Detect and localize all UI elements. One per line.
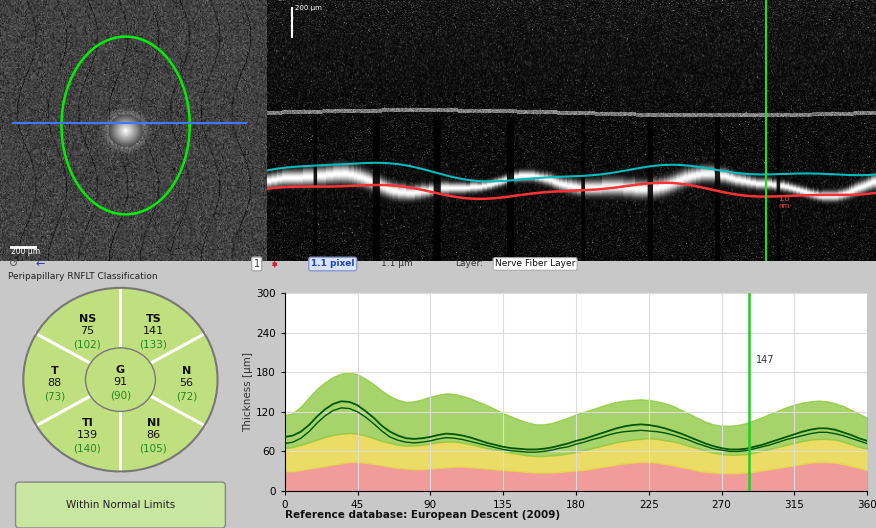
Text: Nerve Fiber Layer: Nerve Fiber Layer bbox=[495, 259, 576, 269]
Text: N: N bbox=[182, 366, 191, 376]
Text: ▲: ▲ bbox=[272, 260, 277, 266]
Text: (133): (133) bbox=[139, 340, 167, 350]
Text: 147: 147 bbox=[756, 355, 774, 365]
Text: T: T bbox=[51, 366, 59, 376]
Text: (140): (140) bbox=[74, 444, 102, 454]
Text: ▼: ▼ bbox=[272, 262, 277, 268]
Text: (105): (105) bbox=[139, 444, 167, 454]
Ellipse shape bbox=[86, 348, 155, 411]
Text: 86: 86 bbox=[146, 430, 160, 440]
Text: 139: 139 bbox=[77, 430, 98, 440]
Text: ↺: ↺ bbox=[9, 259, 18, 269]
Text: Within Normal Limits: Within Normal Limits bbox=[66, 499, 175, 510]
Text: TS: TS bbox=[145, 314, 161, 324]
Text: Layer:: Layer: bbox=[456, 259, 484, 269]
Text: (90): (90) bbox=[110, 390, 131, 400]
Text: 56: 56 bbox=[180, 378, 194, 388]
X-axis label: Position [°]: Position [°] bbox=[548, 527, 604, 528]
Text: 91: 91 bbox=[113, 377, 128, 387]
Text: Peripapillary RNFLT Classification: Peripapillary RNFLT Classification bbox=[8, 272, 158, 281]
Text: 200 μm: 200 μm bbox=[11, 247, 39, 256]
Text: 1.1 μm: 1.1 μm bbox=[381, 259, 413, 269]
Text: Reference database: European Descent (2009): Reference database: European Descent (20… bbox=[285, 510, 560, 520]
Text: 1.0
nm: 1.0 nm bbox=[779, 196, 790, 209]
Text: ←: ← bbox=[35, 259, 45, 269]
Text: TI: TI bbox=[81, 418, 94, 428]
Text: (73): (73) bbox=[44, 392, 65, 402]
FancyBboxPatch shape bbox=[16, 482, 225, 528]
Text: 75: 75 bbox=[81, 326, 95, 336]
Text: 88: 88 bbox=[47, 378, 61, 388]
Text: 141: 141 bbox=[143, 326, 164, 336]
Text: (72): (72) bbox=[176, 392, 197, 402]
Ellipse shape bbox=[24, 288, 217, 472]
Text: 1.1 pixel: 1.1 pixel bbox=[311, 259, 355, 269]
Text: 200 μm: 200 μm bbox=[294, 5, 321, 11]
Text: NS: NS bbox=[79, 314, 96, 324]
Text: G: G bbox=[116, 365, 125, 375]
Text: 1: 1 bbox=[254, 259, 259, 269]
Text: NI: NI bbox=[147, 418, 160, 428]
Y-axis label: Thickness [µm]: Thickness [µm] bbox=[244, 352, 253, 432]
Text: (102): (102) bbox=[74, 340, 102, 350]
